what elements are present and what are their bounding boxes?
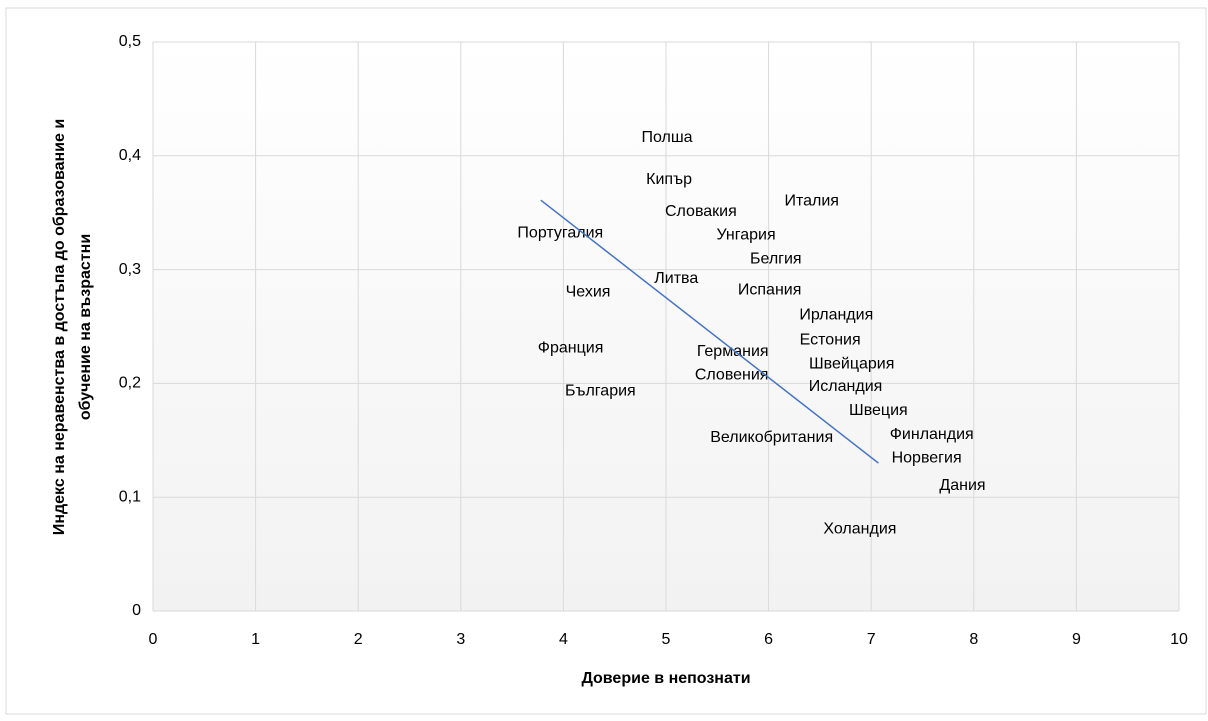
y-tick-label: 0,4 [119, 147, 141, 164]
point-label: Испания [738, 281, 802, 298]
point-label: Унгария [716, 227, 775, 244]
x-tick-label: 5 [662, 631, 671, 648]
point-label: Финландия [890, 426, 974, 443]
y-tick-label: 0 [132, 602, 141, 619]
point-label: Словения [695, 367, 769, 384]
x-tick-label: 0 [149, 631, 158, 648]
x-tick-label: 9 [1072, 631, 1081, 648]
y-axis-title: Индекс на неравенства в достъпа до образ… [51, 119, 94, 535]
point-label: Португалия [517, 224, 603, 241]
x-tick-label: 6 [764, 631, 773, 648]
point-label: Ирландия [799, 306, 873, 323]
point-label: Швейцария [809, 355, 894, 372]
y-tick-label: 0,3 [119, 261, 141, 278]
x-tick-label: 3 [456, 631, 465, 648]
point-label: Исландия [809, 378, 883, 395]
y-axis-title-line: обучение на възрастни [77, 234, 94, 420]
point-label: Естония [800, 331, 861, 348]
x-tick-label: 2 [354, 631, 363, 648]
point-label: Полша [641, 129, 692, 146]
point-label: Италия [784, 193, 838, 210]
point-label: Литва [654, 270, 698, 287]
x-axis-title: Доверие в непознати [581, 670, 750, 687]
point-label: Дания [939, 477, 985, 494]
point-label: Германия [697, 343, 769, 360]
y-tick-label: 0,1 [119, 488, 141, 505]
point-label: Франция [538, 339, 604, 356]
y-axis-title-line: Индекс на неравенства в достъпа до образ… [51, 119, 68, 535]
point-label: България [565, 383, 636, 400]
point-label: Белгия [750, 251, 802, 268]
x-tick-label: 4 [559, 631, 568, 648]
trendline [540, 199, 879, 464]
point-label: Великобритания [710, 429, 833, 446]
x-tick-label: 10 [1170, 631, 1188, 648]
y-tick-label: 0,5 [119, 33, 141, 50]
x-tick-label: 7 [867, 631, 876, 648]
y-tick-label: 0,2 [119, 375, 141, 392]
point-label: Швеция [849, 402, 908, 419]
point-label: Норвегия [892, 450, 962, 467]
point-label: Кипър [646, 171, 692, 188]
point-label: Словакия [665, 203, 737, 220]
point-label: Чехия [566, 284, 611, 301]
x-tick-label: 8 [969, 631, 978, 648]
x-tick-label: 1 [251, 631, 260, 648]
point-label: Холандия [823, 520, 896, 537]
